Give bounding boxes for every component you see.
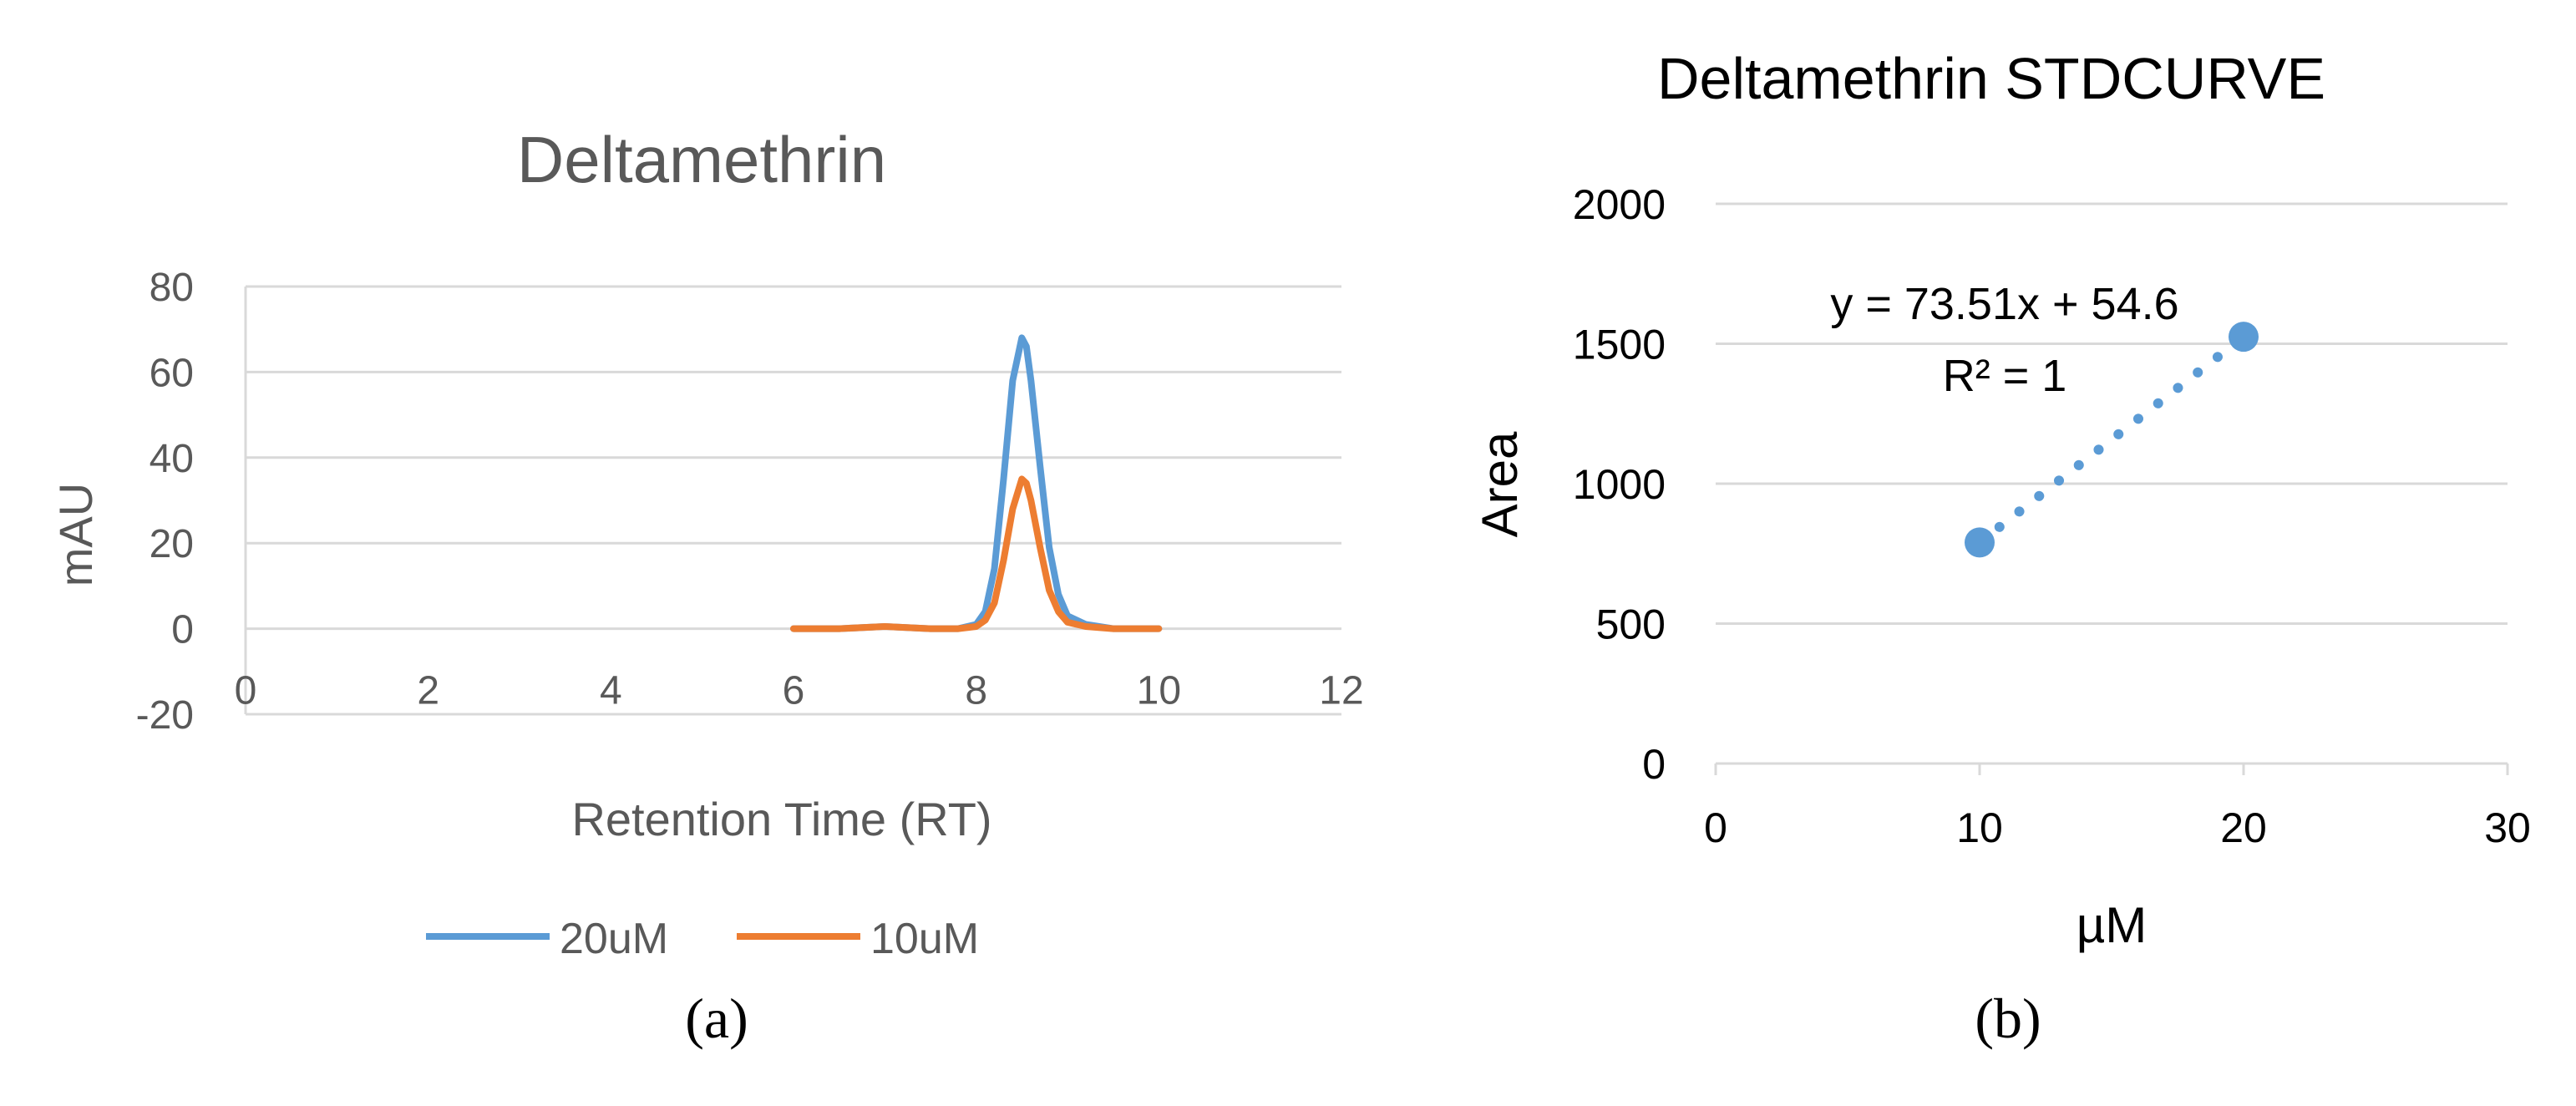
x-tick-labels: 0 2 4 6 8 10 12 <box>235 669 1364 713</box>
x-axis-label: Retention Time (RT) <box>571 793 991 845</box>
chart-title: Deltamethrin <box>517 123 886 196</box>
x-tick-label: 10 <box>1956 804 2003 851</box>
y-tick-label: 20 <box>150 522 194 566</box>
y-tick-label: 1500 <box>1573 322 1666 368</box>
chart-title: Deltamethrin STDCURVE <box>1657 46 2325 111</box>
y-axis-label: mAU <box>49 483 102 586</box>
x-tick-label: 20 <box>2220 804 2267 851</box>
trendline-dotted <box>1975 332 2249 548</box>
x-tick-label: 10 <box>1137 669 1181 713</box>
x-tick-label: 30 <box>2484 804 2531 851</box>
trendline <box>1975 332 2249 548</box>
y-tick-label: 500 <box>1596 601 1666 648</box>
y-tick-label: 60 <box>150 351 194 395</box>
legend-label-10uM: 10uM <box>870 915 979 963</box>
y-gridlines <box>1716 202 2508 625</box>
series-line-20uM <box>790 334 1163 632</box>
series-line-10uM <box>790 475 1163 632</box>
y-tick-labels: -20 0 20 40 60 80 <box>136 266 194 738</box>
y-tick-label: 80 <box>150 266 194 310</box>
y-gridlines <box>246 285 1341 716</box>
y-tick-label: 0 <box>171 608 194 652</box>
y-tick-label: 2000 <box>1573 181 1666 228</box>
y-tick-label: 0 <box>1642 741 1666 788</box>
x-tick-label: 4 <box>600 669 622 713</box>
legend: 20uM 10uM <box>426 915 979 963</box>
y-tick-label: 1000 <box>1573 461 1666 508</box>
series-lines <box>790 334 1163 632</box>
legend-label-20uM: 20uM <box>560 915 668 963</box>
data-points <box>1965 322 2259 558</box>
y-axis-label: Area <box>1472 431 1528 537</box>
panel-label-b: (b) <box>1975 987 2041 1050</box>
y-tick-labels: 0 500 1000 1500 2000 <box>1573 181 1666 788</box>
x-tick-label: 0 <box>235 669 257 713</box>
x-tick-labels: 0 10 20 30 <box>1704 764 2531 851</box>
x-tick-label: 2 <box>417 669 439 713</box>
y-tick-label: -20 <box>136 693 194 738</box>
x-tick-label: 8 <box>965 669 987 713</box>
standard-curve-panel: Deltamethrin STDCURVE 0 500 1000 1500 2000 0… <box>1472 46 2531 1050</box>
panel-label-a: (a) <box>685 987 748 1050</box>
trendline-r-squared: R² = 1 <box>1943 351 2067 401</box>
trendline-equation: y = 73.51x + 54.6 <box>1830 279 2178 329</box>
x-tick-label: 0 <box>1704 804 1727 851</box>
y-tick-label: 40 <box>150 437 194 481</box>
x-tick-label: 12 <box>1319 669 1363 713</box>
data-point <box>1965 527 1995 558</box>
data-point <box>2229 322 2259 353</box>
x-axis-label: µM <box>2077 897 2148 953</box>
x-tick-label: 6 <box>783 669 805 713</box>
